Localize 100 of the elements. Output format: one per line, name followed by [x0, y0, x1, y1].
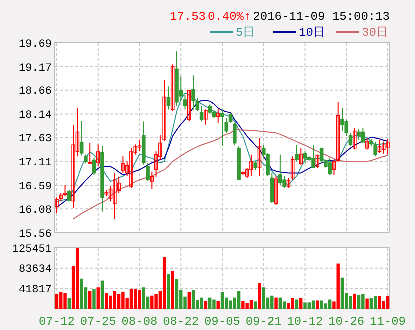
bar	[188, 292, 191, 309]
candlestick	[382, 141, 386, 154]
candlestick	[353, 128, 357, 150]
x-tick-label: 08-22	[163, 315, 200, 329]
candlestick	[378, 140, 382, 154]
bar	[328, 300, 332, 309]
candlestick	[374, 141, 378, 158]
bar	[291, 298, 294, 309]
candlestick	[88, 142, 92, 165]
bar	[171, 271, 174, 309]
bar	[295, 300, 299, 309]
bar	[357, 295, 361, 309]
bar	[100, 280, 104, 309]
x-tick-label: 10-12	[287, 315, 324, 329]
bar	[76, 248, 80, 309]
candlestick	[303, 151, 308, 164]
candlestick	[96, 144, 100, 168]
candlestick	[348, 132, 353, 148]
candlestick	[183, 94, 188, 110]
bar	[92, 290, 96, 309]
candlestick	[68, 190, 72, 202]
bar	[68, 298, 72, 309]
bar	[162, 256, 166, 309]
candlestick	[312, 144, 316, 169]
bar	[55, 294, 59, 309]
bar	[105, 293, 108, 309]
bar	[362, 294, 365, 309]
bar	[64, 293, 67, 309]
candlestick	[216, 108, 220, 124]
bar	[254, 302, 258, 309]
bar	[340, 278, 344, 309]
legend-label: 30日	[362, 26, 388, 40]
bar	[324, 304, 328, 309]
bar	[167, 274, 170, 309]
bar	[130, 289, 134, 309]
bar	[282, 302, 286, 309]
bar	[229, 300, 232, 309]
x-tick-label: 11-09	[370, 315, 406, 329]
candlestick	[192, 75, 196, 110]
bar	[134, 289, 138, 309]
candlestick	[278, 154, 282, 186]
bar	[216, 301, 220, 309]
bar	[208, 298, 212, 309]
bar	[237, 291, 241, 309]
bar	[270, 296, 274, 309]
text: 17.53	[170, 10, 206, 24]
y-tick-label: 17.63	[18, 134, 52, 146]
candlestick	[166, 86, 171, 110]
text: 2016-11-09 15:00:13	[253, 10, 390, 24]
candlestick	[150, 171, 154, 190]
bar	[386, 296, 390, 309]
y-tick-label: 17.11	[18, 158, 52, 170]
text: 0.40%↑	[208, 10, 252, 24]
bar	[316, 300, 320, 309]
bar	[274, 298, 278, 309]
bar	[300, 298, 303, 309]
bar	[138, 290, 142, 309]
candlestick	[130, 148, 134, 189]
candlestick	[365, 138, 370, 150]
candlestick	[92, 158, 96, 176]
bar	[312, 300, 316, 309]
y-tick-label: 18.14	[18, 110, 52, 122]
bar	[88, 291, 92, 309]
y-tick-label: 83634	[18, 264, 52, 276]
bar	[246, 303, 249, 309]
bar	[212, 300, 216, 309]
candlestick	[386, 138, 390, 156]
y-tick-label: 19.17	[18, 62, 52, 75]
candlestick	[228, 112, 233, 124]
bar	[320, 300, 324, 309]
x-tick-label: 09-05	[204, 315, 241, 329]
y-tick-label: 16.08	[18, 204, 52, 217]
candlestick	[361, 128, 366, 144]
candlestick	[299, 148, 304, 166]
x-tick-label: 07-25	[80, 315, 116, 329]
candlestick	[113, 172, 117, 220]
candlestick	[233, 122, 237, 146]
bar	[204, 301, 208, 309]
candlestick	[295, 144, 299, 162]
candlestick	[220, 109, 224, 148]
bar	[308, 302, 311, 309]
bar	[378, 296, 382, 309]
candlestick	[138, 140, 142, 152]
candlestick	[286, 178, 291, 189]
bar	[250, 300, 254, 309]
candlestick	[328, 158, 332, 176]
y-tick-label: 18.66	[18, 86, 52, 98]
bar	[370, 298, 374, 309]
bar	[336, 264, 340, 309]
candlestick	[204, 109, 208, 126]
bar	[60, 292, 63, 309]
bar	[220, 292, 224, 309]
candlestick	[200, 106, 204, 122]
candlestick	[332, 159, 336, 176]
bar	[142, 288, 146, 309]
x-tick-label: 09-21	[246, 315, 282, 329]
y-tick-label: 41817	[18, 284, 52, 297]
candlestick	[121, 156, 126, 174]
bar	[109, 296, 112, 309]
bar	[374, 296, 378, 309]
